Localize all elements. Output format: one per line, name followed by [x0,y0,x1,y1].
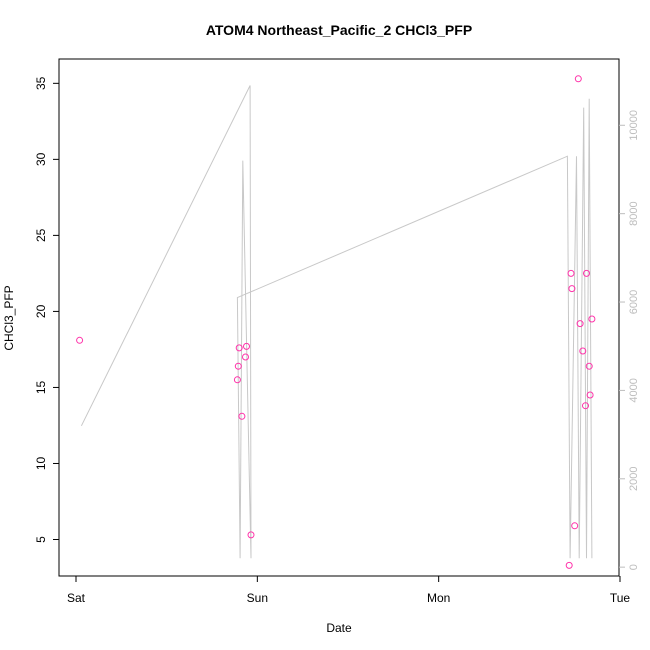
plot-frame [58,58,620,577]
data-point [585,362,593,370]
series-line-0 [80,85,593,559]
y2-tick-label: 6000 [628,290,640,314]
y2-tick-label: 4000 [628,378,640,402]
x-tick-label: Sat [67,591,86,605]
data-point [574,75,582,83]
data-point [565,561,573,569]
y-axis-label: CHCl3_PFP [2,285,16,350]
y2-tick-label: 2000 [628,467,640,491]
y-tick-label: 30 [34,152,48,166]
y-tick-label: 15 [34,380,48,394]
data-point [579,347,587,355]
data-point [242,353,249,361]
y-tick-label: 20 [34,304,48,318]
x-axis: Sat Sun Mon Tue [67,576,630,605]
data-point [76,336,84,344]
data-point [247,531,255,539]
data-point [235,344,243,352]
data-point [583,269,590,277]
y2-tick-label: 8000 [628,201,640,225]
y-axis-left: 5 10 15 20 25 30 35 [34,76,59,543]
y-tick-label: 35 [34,76,48,90]
y-axis-right: 0 2000 4000 6000 8000 10000 [619,110,640,570]
data-point [243,342,250,350]
data-point [586,391,594,399]
data-point [582,402,589,410]
x-tick-label: Mon [427,591,450,605]
x-axis-label: Date [326,621,352,635]
y-tick-label: 10 [34,456,48,470]
data-point [588,315,596,323]
data-point [567,269,575,277]
line-series [80,85,593,559]
data-point [576,320,584,328]
data-point [234,362,242,370]
x-tick-label: Tue [610,591,631,605]
y-tick-label: 25 [34,228,48,242]
chart-title: ATOM4 Northeast_Pacific_2 CHCl3_PFP [206,22,472,38]
data-point [571,522,579,530]
point-series [76,75,596,569]
y2-tick-label: 10000 [628,110,640,141]
x-tick-label: Sun [247,591,268,605]
data-point [233,376,241,384]
y-tick-label: 5 [34,536,48,543]
data-point [238,412,246,420]
y2-tick-label: 0 [628,564,640,570]
data-point [568,285,576,293]
